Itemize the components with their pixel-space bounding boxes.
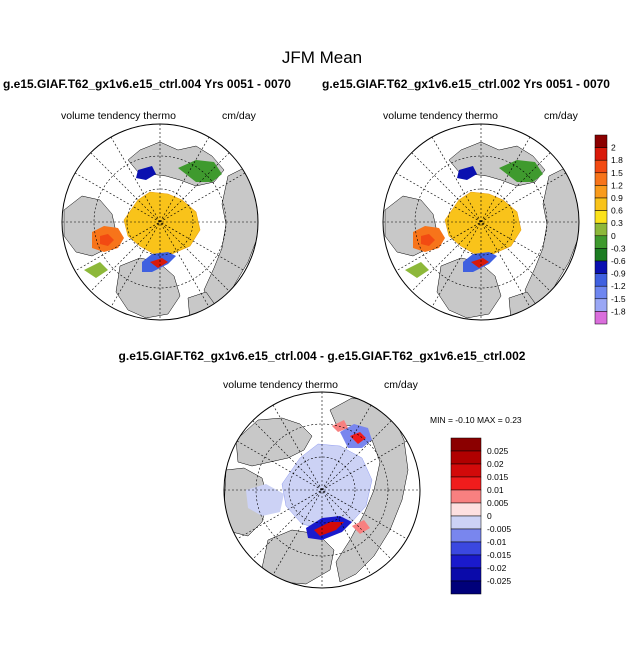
difference-colorbar-swatch [450, 437, 482, 452]
main-title: JFM Mean [281, 48, 363, 67]
top-colorbar-tick-label: -1.5 [611, 294, 626, 304]
difference-colorbar-tick-label: -0.02 [487, 563, 507, 573]
panel1-variable-label: volume tendency thermo [61, 110, 176, 122]
difference-colorbar: 0.025 0.02 0.015 0.01 0.005 0 -0.005 -0.01 -0.01… [450, 437, 511, 595]
panel2-map [382, 123, 580, 321]
top-colorbar-tick-label: 0.6 [611, 206, 623, 216]
difference-colorbar-tick-label: 0.015 [487, 472, 509, 482]
top-colorbar-tick-label: 0.3 [611, 218, 623, 228]
difference-colorbar-swatch [450, 489, 482, 504]
panel1-case-title: g.e15.GIAF.T62_gx1v6.e15_ctrl.004 Yrs 00… [3, 77, 291, 91]
panel2-graticule [383, 124, 579, 320]
difference-colorbar-swatch [450, 450, 482, 465]
top-colorbar-swatch [594, 273, 608, 287]
panel1-map [61, 123, 259, 321]
top-colorbar-swatch [594, 159, 608, 174]
difference-colorbar-tick-label: -0.025 [487, 576, 511, 586]
top-colorbar-swatch [594, 185, 608, 199]
difference-colorbar-tick-label: 0.025 [487, 446, 509, 456]
panel2-variable-label: volume tendency thermo [383, 110, 498, 122]
difference-colorbar-tick-label: -0.01 [487, 537, 507, 547]
panel1-land [63, 141, 258, 320]
top-colorbar-tick-label: 1.2 [611, 180, 623, 190]
top-colorbar-tick-label: 1.5 [611, 168, 623, 178]
top-colorbar-swatch [594, 285, 608, 300]
top-colorbar-tick-label: -1.8 [611, 306, 626, 316]
difference-colorbar-swatch [450, 476, 482, 491]
panel3-case-title: g.e15.GIAF.T62_gx1v6.e15_ctrl.004 - g.e1… [118, 349, 526, 363]
difference-colorbar-tick-label: 0.02 [487, 459, 504, 469]
panel2-barents-field [499, 160, 543, 182]
difference-colorbar-swatch [450, 580, 482, 595]
top-colorbar-swatch [594, 248, 608, 262]
panel1-units-label: cm/day [222, 110, 256, 122]
panel1-graticule [62, 124, 258, 320]
top-colorbar-tick-label: 0 [611, 231, 616, 241]
top-colorbar: 2 1.8 1.5 1.2 0.9 0.6 0.3 0 -0.3 -0.6 -0.9 -1.2 -1.5… [594, 134, 626, 325]
panel3-minmax-label: MIN = -0.10 MAX = 0.23 [430, 415, 522, 425]
panel2-case-title: g.e15.GIAF.T62_gx1v6.e15_ctrl.002 Yrs 00… [322, 77, 610, 91]
top-colorbar-tick-label: 2 [611, 143, 616, 153]
difference-colorbar-tick-label: 0.005 [487, 498, 509, 508]
difference-colorbar-tick-label: 0.01 [487, 485, 504, 495]
top-colorbar-tick-label: -0.6 [611, 256, 626, 266]
difference-colorbar-swatch [450, 515, 482, 530]
difference-colorbar-swatch [450, 567, 482, 582]
panel2-land [384, 141, 579, 320]
panel1-barents-field [178, 160, 222, 182]
difference-colorbar-swatch [450, 502, 482, 517]
difference-colorbar-swatch [450, 541, 482, 556]
top-colorbar-swatch [594, 311, 608, 325]
top-colorbar-swatch [594, 197, 608, 211]
top-colorbar-swatch [594, 298, 608, 312]
top-colorbar-tick-label: -0.3 [611, 243, 626, 253]
difference-colorbar-tick-label: -0.015 [487, 550, 511, 560]
panel3-units-label: cm/day [384, 379, 418, 391]
top-colorbar-swatch [594, 134, 608, 148]
top-colorbar-swatch [594, 222, 608, 237]
panel2-units-label: cm/day [544, 110, 578, 122]
top-colorbar-tick-label: 0.9 [611, 193, 623, 203]
difference-colorbar-swatch [450, 554, 482, 569]
top-colorbar-swatch [594, 147, 608, 161]
panel3-variable-label: volume tendency thermo [223, 379, 338, 391]
top-colorbar-swatch [594, 172, 608, 186]
top-colorbar-swatch [594, 260, 608, 274]
difference-colorbar-tick-label: 0 [487, 511, 492, 521]
top-colorbar-tick-label: -0.9 [611, 269, 626, 279]
top-colorbar-swatch [594, 235, 608, 249]
difference-colorbar-swatch [450, 528, 482, 543]
panel3-graticule [224, 392, 420, 588]
difference-colorbar-swatch [450, 463, 482, 478]
difference-colorbar-tick-label: -0.005 [487, 524, 511, 534]
panel3-map [223, 391, 421, 589]
top-colorbar-tick-label: -1.2 [611, 281, 626, 291]
top-colorbar-tick-label: 1.8 [611, 155, 623, 165]
top-colorbar-swatch [594, 210, 608, 224]
